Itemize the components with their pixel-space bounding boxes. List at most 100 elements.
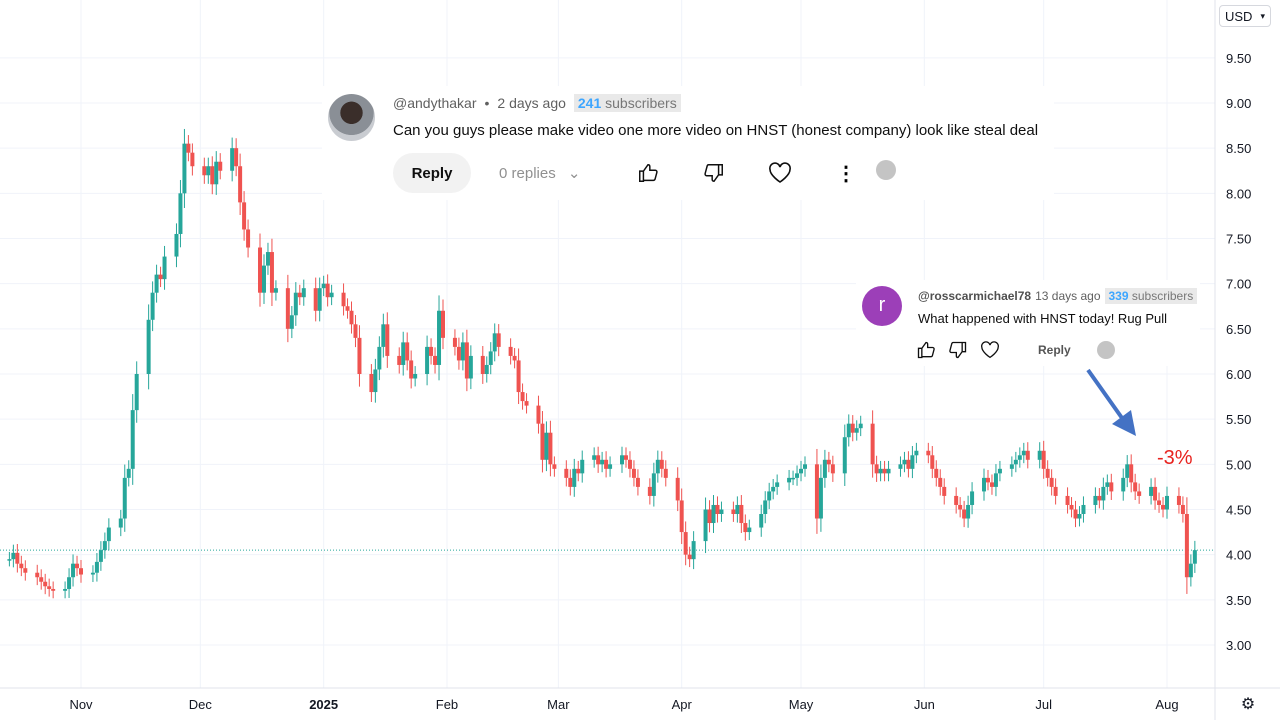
subscriber-label: subscribers — [1131, 289, 1194, 303]
candle-body — [39, 577, 44, 582]
heart-icon[interactable] — [768, 161, 792, 185]
candle — [1157, 492, 1162, 513]
candle — [1176, 487, 1181, 514]
candle — [385, 312, 390, 368]
candle-body — [548, 432, 553, 465]
candle-body — [512, 355, 517, 361]
candle — [647, 478, 652, 505]
candle — [691, 531, 696, 570]
candle-body — [433, 355, 438, 365]
candle — [1129, 454, 1134, 493]
candle-body — [174, 233, 179, 257]
candle — [321, 275, 326, 297]
candle — [35, 564, 40, 586]
x-tick-label: Dec — [189, 697, 213, 712]
candle-body — [329, 292, 334, 298]
candle-body — [1157, 500, 1162, 505]
candle — [850, 415, 855, 442]
reply-button[interactable]: Reply — [393, 153, 471, 193]
heart-icon[interactable] — [978, 338, 1002, 362]
candle — [1133, 473, 1138, 501]
candle-body — [480, 355, 485, 374]
candle — [1105, 474, 1110, 495]
candle-body — [178, 193, 183, 234]
candle-body — [934, 468, 939, 478]
comment-time[interactable]: 13 days ago — [1035, 289, 1101, 303]
candle — [106, 518, 111, 551]
candle-body — [242, 202, 247, 230]
comment-time[interactable]: 2 days ago — [497, 95, 566, 111]
candle-body — [134, 373, 139, 411]
candle-body — [878, 468, 883, 474]
candle-body — [795, 473, 800, 478]
candle — [1121, 468, 1126, 501]
candle — [858, 415, 863, 437]
thumbs-up-icon[interactable] — [914, 338, 938, 362]
candle-body — [1049, 477, 1054, 487]
candle — [1069, 497, 1074, 518]
candle-body — [882, 468, 887, 474]
time-axis[interactable]: Nov Dec 2025 Feb Mar Apr May Jun Jul Aug — [69, 697, 1178, 712]
comment-handle[interactable]: @andythakar — [393, 95, 477, 111]
candle-body — [381, 324, 386, 347]
candle-body — [79, 568, 83, 575]
candle-body — [353, 324, 358, 338]
candle-body — [826, 459, 831, 465]
candle-body — [15, 552, 20, 564]
candle-body — [293, 292, 298, 316]
avatar[interactable]: r — [862, 286, 902, 326]
candle-body — [735, 504, 740, 515]
candle-body — [592, 455, 597, 460]
y-tick-label: 7.50 — [1226, 231, 1251, 246]
thumbs-down-icon[interactable] — [702, 161, 726, 185]
candle — [683, 521, 688, 566]
comment-handle[interactable]: @rosscarmichael78 — [918, 289, 1032, 303]
candle-body — [600, 459, 605, 465]
candle-body — [711, 504, 716, 524]
more-options-icon[interactable]: ⋮ — [836, 162, 856, 185]
candle-body — [297, 292, 302, 298]
candle-body — [102, 541, 107, 551]
y-tick-label: 3.50 — [1226, 593, 1251, 608]
candle-body — [655, 459, 660, 474]
candle-body — [1161, 504, 1166, 510]
candle — [1125, 455, 1130, 488]
reply-button[interactable]: Reply — [1038, 343, 1071, 357]
candle-body — [850, 423, 855, 433]
candle — [572, 458, 577, 497]
thumbs-up-icon[interactable] — [636, 161, 660, 185]
avatar[interactable] — [328, 94, 375, 141]
candle-body — [858, 423, 863, 429]
candle — [926, 442, 931, 464]
candle-body — [1009, 464, 1014, 469]
candle-body — [775, 482, 780, 487]
candle-body — [623, 455, 628, 460]
candle — [47, 578, 52, 597]
candle-body — [429, 346, 434, 356]
candle — [1165, 486, 1169, 519]
candle-body — [238, 166, 243, 203]
candle — [67, 568, 72, 598]
candle-body — [182, 143, 187, 194]
candle — [317, 277, 322, 322]
candle — [592, 447, 597, 468]
replies-toggle[interactable]: 0 replies ⌄ — [499, 164, 624, 182]
candle-body — [75, 563, 80, 569]
candle — [564, 460, 569, 487]
currency-selector[interactable]: USD ▾ — [1219, 5, 1271, 27]
candle — [1025, 442, 1030, 469]
candle-body — [289, 315, 294, 329]
candle-body — [468, 355, 473, 379]
candle-body — [1176, 495, 1181, 505]
gear-icon[interactable]: ⚙ — [1240, 696, 1256, 713]
blue-arrow — [1086, 368, 1136, 436]
price-axis[interactable]: 9.50 9.00 8.50 8.00 7.50 7.00 6.50 6.00 5.50 5.00… — [1226, 51, 1251, 653]
candle-body — [926, 450, 931, 456]
thumbs-down-icon[interactable] — [946, 338, 970, 362]
candle — [409, 350, 414, 389]
candle — [596, 446, 601, 473]
candle — [982, 468, 987, 501]
candle — [369, 364, 374, 402]
candle — [576, 460, 581, 482]
